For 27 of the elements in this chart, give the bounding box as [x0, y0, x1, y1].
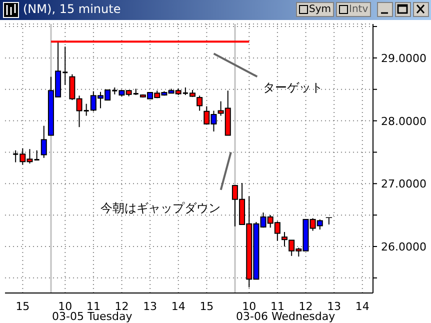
candlestick — [34, 150, 40, 161]
x-tick-label: 15 — [200, 300, 214, 313]
x-tick-label: 12 — [114, 300, 129, 313]
text: Sym — [296, 2, 334, 17]
annotation: T — [324, 216, 333, 228]
text: 03-06 Wednesday — [236, 310, 336, 323]
x-tick-label: 10 — [242, 300, 256, 313]
text: Intv — [336, 2, 372, 17]
x-tick-label: 14 — [171, 300, 186, 313]
y-tick-label: 26.0000 — [381, 240, 426, 254]
annotation: ターゲット — [263, 80, 324, 95]
y-tick-label: 27.0000 — [381, 178, 426, 191]
x-tick-label: 14 — [355, 300, 370, 313]
x-tick-label: 13 — [327, 300, 342, 313]
y-tick-label: 28.0000 — [381, 114, 426, 128]
y-tick-label: 29.0000 — [381, 52, 426, 65]
annotation: 今朝はギャップダウン — [100, 200, 221, 215]
x-tick-label: 15 — [16, 300, 30, 313]
x-tick-label: 12 — [298, 300, 313, 313]
candlestick — [40, 125, 47, 158]
chart-title: (NM), 15 minute — [23, 2, 121, 16]
x-tick-label: 11 — [86, 300, 100, 313]
text: 03-05 Tuesday — [52, 310, 133, 323]
candlestick — [196, 95, 203, 112]
x-tick-label: 11 — [270, 300, 284, 313]
x-tick-label: 13 — [143, 300, 158, 313]
x-tick-label: 10 — [58, 300, 72, 313]
